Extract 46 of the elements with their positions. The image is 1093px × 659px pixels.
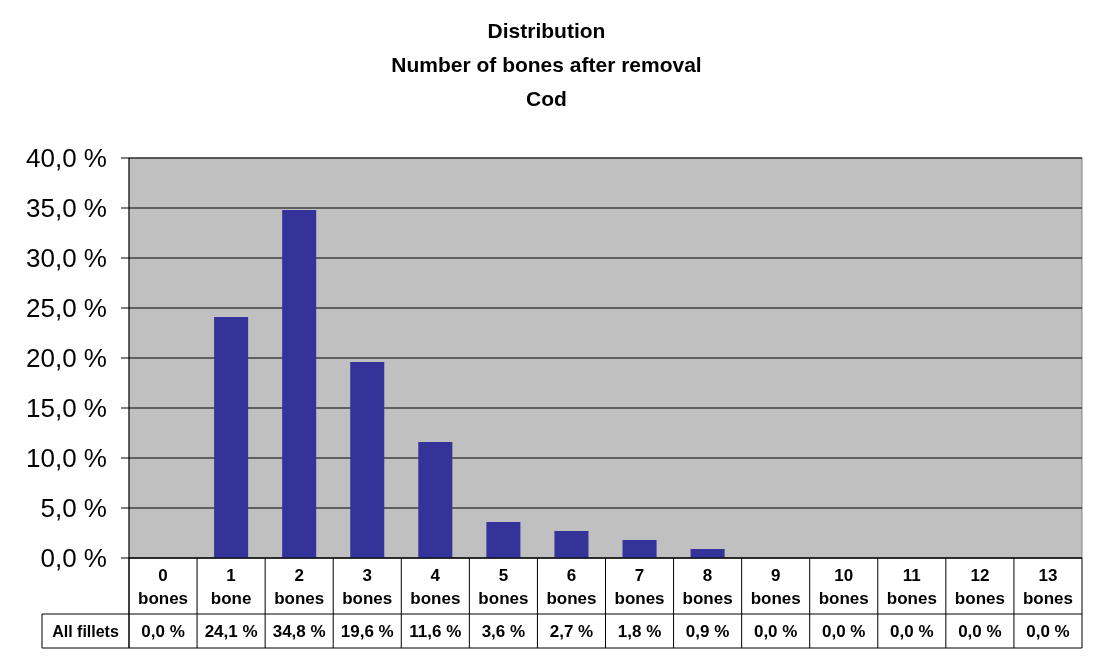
y-tick-label: 0,0 % — [40, 543, 107, 574]
data-label: 1,8 % — [617, 622, 662, 641]
data-label: 24,1 % — [204, 622, 258, 641]
bar — [418, 442, 453, 558]
bar — [282, 210, 317, 558]
data-label: 19,6 % — [340, 622, 394, 641]
x-tick-label: 11 bones — [886, 566, 937, 608]
data-label: 0,0 % — [753, 622, 798, 641]
x-tick-label: 6 bones — [546, 566, 597, 608]
data-label: 34,8 % — [272, 622, 326, 641]
y-tick-label: 35,0 % — [26, 193, 107, 224]
data-label: 0,0 % — [1026, 622, 1070, 641]
x-tick-label: 5 bones — [478, 566, 529, 608]
data-label: 0,0 % — [822, 622, 866, 641]
y-tick-label: 25,0 % — [26, 293, 107, 324]
data-label: 2,7 % — [549, 622, 594, 641]
data-label: 3,6 % — [481, 622, 526, 641]
y-tick-label: 5,0 % — [40, 493, 107, 524]
data-label: 11,6 % — [409, 622, 462, 641]
bar — [350, 362, 385, 558]
bar — [622, 540, 657, 558]
y-tick-label: 30,0 % — [26, 243, 107, 274]
x-tick-label: 13 bones — [1022, 566, 1073, 608]
text: All fillets — [52, 623, 119, 640]
data-label: 0,0 % — [958, 622, 1002, 641]
y-tick-label: 10,0 % — [26, 443, 107, 474]
x-tick-label: 4 bones — [410, 566, 461, 608]
y-tick-label: 15,0 % — [26, 393, 107, 424]
x-tick-label: 10 bones — [818, 566, 869, 608]
data-label: 0,0 % — [890, 622, 934, 641]
bar — [214, 317, 249, 558]
y-tick-label: 40,0 % — [26, 143, 107, 174]
x-tick-label: 3 bones — [342, 566, 393, 608]
x-tick-label: 9 bones — [750, 566, 801, 608]
bar — [554, 531, 589, 558]
bar — [486, 522, 521, 558]
data-label: 0,9 % — [685, 622, 730, 641]
x-tick-label: 8 bones — [682, 566, 733, 608]
y-tick-label: 20,0 % — [26, 343, 107, 374]
chart-title: Distribution Number of bones after removal Cod — [391, 19, 702, 110]
x-tick-label: 1 bone — [210, 566, 252, 608]
x-tick-label: 12 bones — [954, 566, 1005, 608]
x-tick-label: 2 bones — [274, 566, 325, 608]
x-tick-label: 7 bones — [614, 566, 665, 608]
data-label: 0,0 % — [141, 622, 185, 641]
x-tick-label: 0 bones — [138, 566, 189, 608]
